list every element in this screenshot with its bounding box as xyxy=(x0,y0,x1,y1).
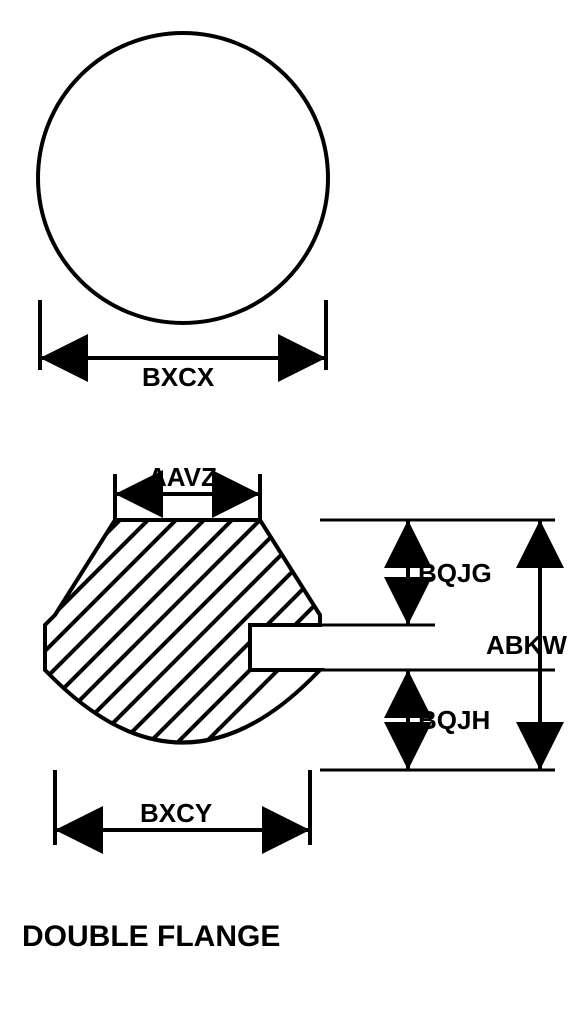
diagram-canvas xyxy=(0,0,587,1009)
label-bqjg: BQJG xyxy=(418,558,492,589)
label-bqjh: BQJH xyxy=(418,705,490,736)
label-aavz: AAVZ xyxy=(148,462,217,493)
cross-section xyxy=(0,400,548,800)
dim-bxcx xyxy=(40,300,326,370)
label-bxcx: BXCX xyxy=(142,362,214,393)
label-abkw: ABKW xyxy=(486,630,567,661)
top-circle xyxy=(38,33,328,323)
label-bxcy: BXCY xyxy=(140,798,212,829)
diagram-title: DOUBLE FLANGE xyxy=(22,920,280,954)
